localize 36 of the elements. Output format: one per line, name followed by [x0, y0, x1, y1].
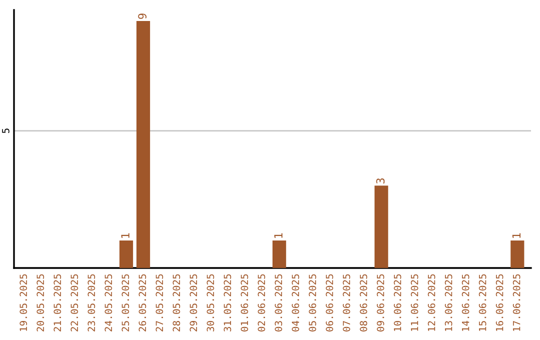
x-tick-label: 12.06.2025 — [428, 274, 436, 331]
x-tick-label: 29.05.2025 — [190, 274, 198, 332]
x-tick-label: 10.06.2025 — [394, 274, 402, 331]
x-tick-label: 05.06.2025 — [308, 274, 316, 332]
x-tick-label: 03.06.2025 — [274, 274, 282, 332]
x-tick-label: 26.05.2025 — [138, 274, 146, 332]
x-tick-label: 13.06.2025 — [444, 274, 452, 331]
data-label: 1 — [121, 233, 130, 238]
x-tick-label: 04.06.2025 — [292, 274, 300, 332]
x-tick-label: 16.06.2025 — [496, 274, 504, 331]
y-tick-label: 5 — [2, 128, 10, 134]
x-tick-label: 06.06.2025 — [326, 274, 334, 332]
x-tick-label: 19.05.2025 — [20, 274, 28, 331]
x-tick-label: 28.05.2025 — [172, 274, 180, 332]
x-tick-label: 25.05.2025 — [122, 274, 130, 332]
x-tick-label: 21.05.2025 — [54, 274, 62, 332]
x-tick-label: 31.05.2025 — [224, 274, 232, 332]
x-tick-label: 17.06.2025 — [512, 274, 520, 331]
x-tick-label: 02.06.2025 — [258, 274, 266, 332]
x-tick-label: 27.05.2025 — [156, 274, 164, 332]
x-tick-label: 14.06.2025 — [462, 274, 470, 331]
data-label: 1 — [274, 233, 282, 238]
x-tick-label: 08.06.2025 — [360, 274, 368, 332]
data-label: 3 — [376, 178, 385, 184]
x-tick-label: 11.06.2025 — [410, 274, 418, 331]
x-tick-label: 24.05.2025 — [104, 274, 112, 332]
x-tick-label: 01.06.2025 — [240, 274, 248, 332]
x-tick-label: 15.06.2025 — [478, 274, 486, 331]
x-tick-label: 20.05.2025 — [36, 274, 44, 332]
data-label: 9 — [138, 14, 147, 19]
x-tick-label: 09.06.2025 — [376, 274, 384, 332]
x-tick-label: 07.06.2025 — [342, 274, 350, 332]
x-tick-label: 22.05.2025 — [70, 274, 78, 332]
data-label: 1 — [512, 233, 520, 238]
x-tick-label: 30.05.2025 — [206, 274, 214, 332]
x-tick-label: 23.05.2025 — [88, 274, 96, 332]
